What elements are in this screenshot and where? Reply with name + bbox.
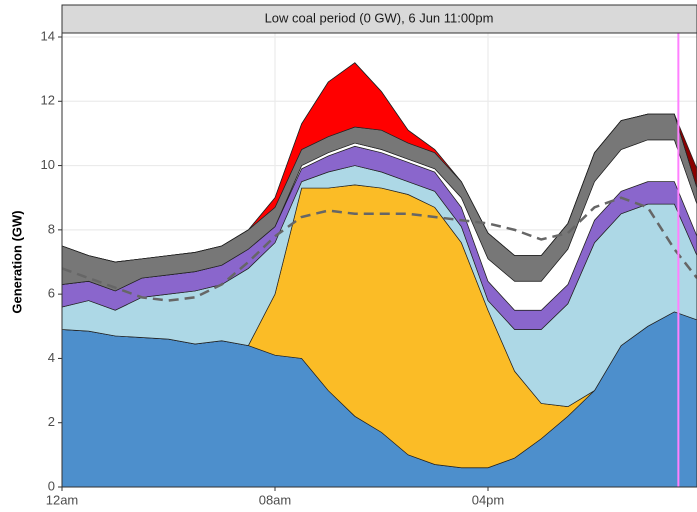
y-tick-label: 14	[41, 28, 55, 43]
y-axis-label: Generation (GW)	[9, 210, 24, 313]
y-tick-label: 2	[48, 414, 55, 429]
x-tick-label: 12am	[46, 492, 79, 507]
y-tick-label: 6	[48, 286, 55, 301]
area	[62, 62, 697, 263]
chart-title: Low coal period (0 GW), 6 Jun 11:00pm	[265, 10, 494, 25]
y-tick-label: 12	[41, 93, 55, 108]
y-tick-label: 8	[48, 221, 55, 236]
y-tick-label: 10	[41, 157, 55, 172]
line	[62, 196, 697, 302]
y-tick-label: 4	[48, 350, 55, 365]
plot-area	[62, 33, 697, 487]
y-tick-label: 0	[48, 478, 55, 493]
x-tick-label: 04pm	[472, 492, 505, 507]
x-tick-label: 08am	[259, 492, 292, 507]
strip	[61, 4, 697, 34]
